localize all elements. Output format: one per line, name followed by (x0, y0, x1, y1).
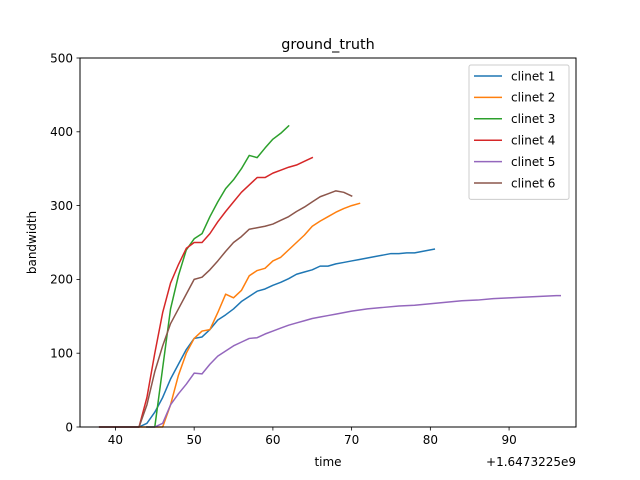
y-axis-title: bandwidth (25, 211, 39, 274)
legend-label-1: clinet 1 (511, 69, 555, 83)
legend-frame (468, 64, 570, 200)
y-axis: 0 100 200 300 400 500 (50, 51, 80, 434)
series-line-5 (146, 294, 561, 428)
legend-label-6: clinet 6 (511, 176, 555, 190)
series-line-2 (138, 202, 361, 428)
legend-label-2: clinet 2 (511, 91, 555, 105)
y-tick-label: 400 (50, 125, 73, 139)
x-tick-label: 70 (344, 433, 359, 447)
y-tick-label: 100 (50, 347, 73, 361)
x-tick-label: 90 (501, 433, 516, 447)
y-tick-label: 300 (50, 199, 73, 213)
x-axis-title: time (314, 455, 341, 469)
series-line-4 (98, 156, 314, 428)
series-line-3 (146, 124, 290, 428)
chart-title: ground_truth (281, 37, 375, 53)
plot-frame (79, 57, 577, 428)
plot-area (98, 124, 561, 428)
series-line-6 (98, 190, 353, 428)
y-tick-label: 200 (50, 273, 73, 287)
legend-label-4: clinet 4 (511, 134, 555, 148)
x-axis: 40 50 60 70 80 90 (108, 427, 517, 447)
y-tick-label: 500 (50, 51, 73, 65)
x-tick-label: 60 (265, 433, 280, 447)
x-tick-label: 40 (108, 433, 123, 447)
series-line-1 (98, 248, 436, 428)
x-tick-label: 50 (187, 433, 202, 447)
legend: clinet 1 clinet 2 clinet 3 clinet 4 clinet 5… (468, 64, 570, 200)
legend-label-5: clinet 5 (511, 155, 555, 169)
x-tick-label: 80 (423, 433, 438, 447)
legend-label-3: clinet 3 (511, 112, 555, 126)
x-axis-offset-label: +1.6473225e9 (486, 455, 576, 469)
y-tick-label: 0 (65, 420, 73, 434)
